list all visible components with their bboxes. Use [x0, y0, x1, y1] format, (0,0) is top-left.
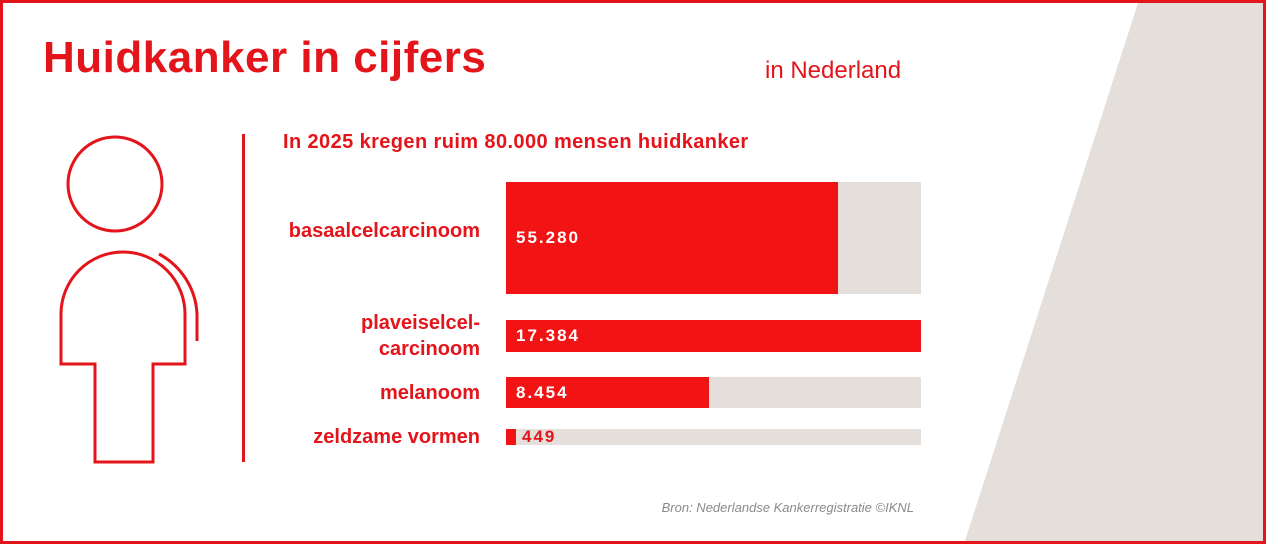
- value-label: 55.280: [516, 228, 580, 247]
- chart-headline: In 2025 kregen ruim 80.000 mensen huidka…: [283, 131, 749, 153]
- bar: [506, 182, 838, 294]
- page-title: Huidkanker in cijfers: [43, 33, 487, 82]
- category-label-line: carcinoom: [378, 338, 480, 360]
- category-label-line: plaveiselcel-: [361, 312, 480, 334]
- bar: [506, 429, 516, 445]
- person-outline-icon: [59, 135, 199, 464]
- category-label: plaveiselcel-carcinoom: [361, 310, 480, 362]
- bar-track: 449: [506, 427, 921, 446]
- bar-track: 8.454: [506, 377, 921, 408]
- value-label: 17.384: [516, 326, 580, 345]
- bar: [506, 377, 709, 408]
- source-note: Bron: Nederlandse Kankerregistratie ©IKN…: [661, 500, 914, 515]
- person-body: [59, 250, 187, 464]
- bar-track: 55.280: [506, 182, 921, 294]
- category-label-line: melanoom: [379, 382, 480, 404]
- category-label: basaalcelcarcinoom: [289, 218, 480, 244]
- background-diagonal-panel: [964, 3, 1263, 541]
- category-label-line: zeldzame vormen: [313, 426, 480, 448]
- category-label-line: basaalcelcarcinoom: [288, 220, 480, 242]
- person-body-accent: [158, 252, 199, 341]
- person-head: [66, 135, 164, 233]
- bar: [506, 320, 921, 352]
- background-shape: [964, 3, 1263, 541]
- value-label: 8.454: [516, 382, 569, 402]
- vertical-divider: [242, 134, 245, 462]
- page-subtitle: in Nederland: [765, 57, 902, 84]
- value-label: 449: [522, 427, 557, 446]
- bar-track: 17.384: [506, 320, 921, 352]
- category-label: melanoom: [380, 380, 480, 406]
- category-label: zeldzame vormen: [313, 424, 480, 450]
